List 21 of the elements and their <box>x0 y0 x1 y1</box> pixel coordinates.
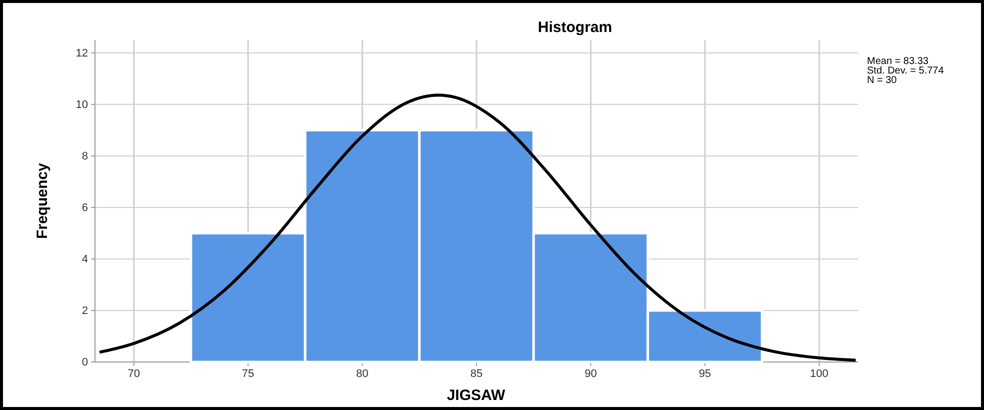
x-tick-label: 80 <box>356 368 368 380</box>
x-tick-label: 85 <box>470 368 483 380</box>
text: Std. Dev. = 5.774 <box>867 66 944 76</box>
text: Mean = 83.33 <box>867 56 929 67</box>
text: N = 30 <box>867 75 898 86</box>
x-tick-label: 95 <box>698 368 712 380</box>
y-tick-label: 10 <box>76 98 88 111</box>
y-tick-label: 0 <box>82 356 88 369</box>
x-tick-label: 70 <box>128 368 140 380</box>
line-series <box>98 94 858 362</box>
x-tick-label: 90 <box>584 368 597 380</box>
y-tick-label: 2 <box>82 305 88 317</box>
y-axis-title: Frequency <box>34 162 51 239</box>
y-tick-label: 8 <box>82 150 88 162</box>
chart-title: Histogram <box>538 19 612 36</box>
x-tick-label: 100 <box>810 368 828 380</box>
y-tick-label: 6 <box>82 202 88 214</box>
y-tick-label: 12 <box>76 47 88 60</box>
y-tick-label: 4 <box>82 253 88 266</box>
x-axis-title: JIGSAW <box>446 387 506 404</box>
x-tick-label: 75 <box>242 368 254 380</box>
